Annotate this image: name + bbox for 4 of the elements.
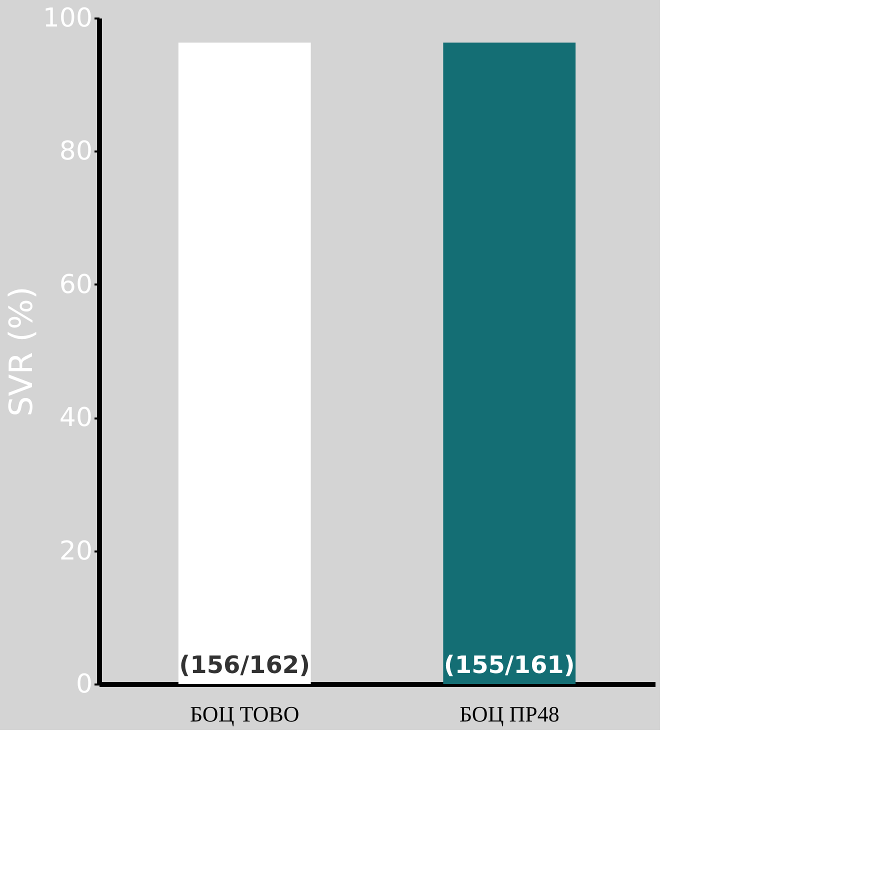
data-label: (155/161) — [444, 651, 575, 679]
x-tick-label: БОЦ ТОВО — [190, 702, 300, 726]
x-tick-label: БОЦ ПР48 — [459, 702, 560, 726]
data-label: (156/162) — [179, 651, 310, 679]
